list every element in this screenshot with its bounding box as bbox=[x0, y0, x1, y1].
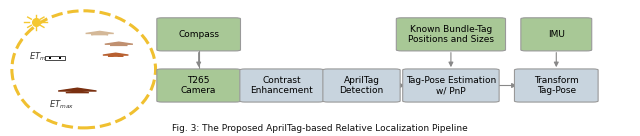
Polygon shape bbox=[111, 44, 127, 45]
FancyBboxPatch shape bbox=[396, 18, 506, 51]
Text: Known Bundle-Tag
Positions and Sizes: Known Bundle-Tag Positions and Sizes bbox=[408, 25, 494, 44]
Text: T265
Camera: T265 Camera bbox=[181, 76, 216, 95]
Polygon shape bbox=[103, 53, 129, 55]
FancyBboxPatch shape bbox=[45, 56, 65, 60]
Text: Compass: Compass bbox=[178, 30, 219, 39]
Polygon shape bbox=[58, 88, 97, 91]
FancyBboxPatch shape bbox=[521, 18, 592, 51]
Polygon shape bbox=[66, 91, 89, 93]
Text: Contrast
Enhancement: Contrast Enhancement bbox=[250, 76, 313, 95]
Text: Fig. 3: The Proposed AprilTag-based Relative Localization Pipeline: Fig. 3: The Proposed AprilTag-based Rela… bbox=[172, 124, 468, 133]
FancyBboxPatch shape bbox=[51, 57, 59, 59]
FancyBboxPatch shape bbox=[240, 69, 323, 102]
FancyBboxPatch shape bbox=[403, 69, 499, 102]
Text: $ET_{min}$: $ET_{min}$ bbox=[29, 51, 52, 64]
Text: AprilTag
Detection: AprilTag Detection bbox=[339, 76, 383, 95]
Text: $ET_{max}$: $ET_{max}$ bbox=[49, 98, 74, 111]
Polygon shape bbox=[92, 33, 108, 35]
Polygon shape bbox=[105, 42, 133, 44]
Text: IMU: IMU bbox=[548, 30, 564, 39]
FancyBboxPatch shape bbox=[157, 18, 241, 51]
Polygon shape bbox=[86, 31, 114, 33]
FancyBboxPatch shape bbox=[323, 69, 400, 102]
Polygon shape bbox=[108, 55, 124, 56]
Text: Tag-Pose Estimation
w/ PnP: Tag-Pose Estimation w/ PnP bbox=[406, 76, 496, 95]
FancyBboxPatch shape bbox=[49, 57, 61, 59]
FancyBboxPatch shape bbox=[157, 69, 241, 102]
FancyBboxPatch shape bbox=[515, 69, 598, 102]
Text: Transform
Tag-Pose: Transform Tag-Pose bbox=[534, 76, 579, 95]
